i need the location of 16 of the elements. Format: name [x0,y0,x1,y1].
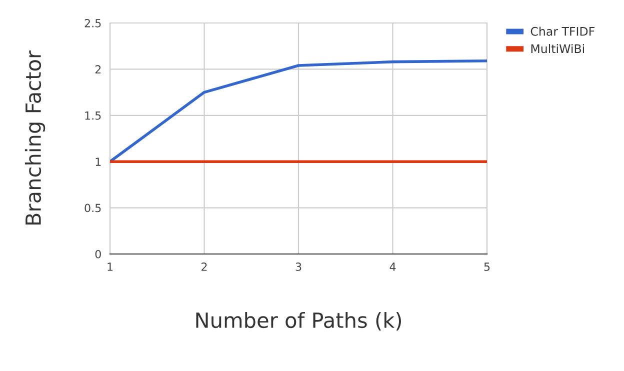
y-tick-label: 1 [96,158,101,166]
y-tick-label: 0.5 [84,204,101,212]
legend-label: Char TFIDF [530,26,594,36]
y-tick-label: 2 [95,65,101,74]
x-tick-label: 4 [390,262,396,271]
line-series [110,59,487,163]
x-tick-label: 2 [202,262,207,271]
x-tick-label: 1 [108,262,113,271]
legend-label: MultiWiBi [531,44,584,54]
y-tick-label: 2.5 [84,18,101,28]
y-tick-label: 1.5 [85,112,101,120]
y-axis-title: Branching Factor [24,50,46,225]
x-tick-label: 5 [484,262,490,271]
x-tick-label: 3 [296,262,302,271]
y-tick-label: 0 [95,250,101,258]
x-axis-title: Number of Paths (k) [196,312,401,331]
